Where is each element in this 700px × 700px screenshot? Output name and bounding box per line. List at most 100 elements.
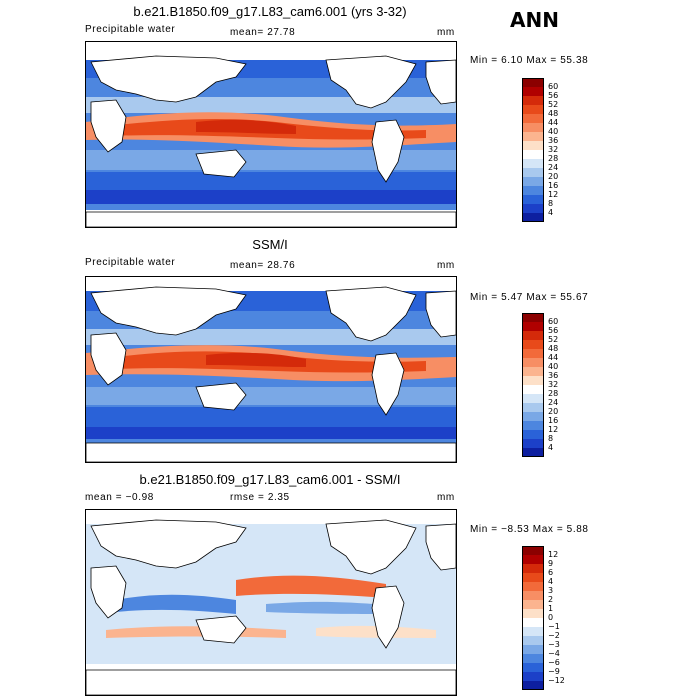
colorbar-tick-label: 4 [548, 208, 554, 217]
panel-1-left-label: Precipitable water [85, 24, 176, 35]
colorbar-swatch [522, 313, 544, 322]
colorbar-swatch [522, 195, 544, 204]
colorbar-tick-label: 16 [548, 416, 559, 425]
colorbar-swatch [522, 627, 544, 636]
colorbar-swatch [522, 421, 544, 430]
panel-2-center-label: mean= 28.76 [230, 260, 296, 271]
colorbar-swatch [522, 358, 544, 367]
colorbar-swatch [522, 204, 544, 213]
colorbar-tick-label: 44 [548, 118, 559, 127]
colorbar-swatch [522, 430, 544, 439]
panel-1-title: b.e21.B1850.f09_g17.L83_cam6.001 (yrs 3-… [133, 4, 407, 19]
colorbar-swatch [522, 376, 544, 385]
panel-1-map-svg [86, 42, 456, 227]
colorbar-tick-label: 12 [548, 550, 559, 559]
colorbar-tick-label: 6 [548, 568, 554, 577]
colorbar-tick-label: −12 [548, 676, 565, 685]
panel-1-center-label: mean= 27.78 [230, 27, 296, 38]
colorbar-swatch [522, 573, 544, 582]
colorbar-tick-label: 0 [548, 613, 554, 622]
colorbar-tick-label: 52 [548, 335, 559, 344]
colorbar-swatch [522, 654, 544, 663]
panel-3-minmax: Min = −8.53 Max = 5.88 [470, 524, 589, 535]
colorbar-swatch [522, 349, 544, 358]
colorbar-swatch [522, 105, 544, 114]
colorbar-swatch [522, 213, 544, 222]
colorbar-tick-label: 32 [548, 380, 559, 389]
colorbar-tick-label: 8 [548, 434, 554, 443]
panel-3-colorbar: 12 9 6 4 3 2 1 0 −1 −2 −3 −4 −6 −9 −12 [522, 546, 582, 690]
colorbar-swatch [522, 385, 544, 394]
colorbar-swatch [522, 132, 544, 141]
colorbar-swatch [522, 636, 544, 645]
colorbar-tick-label: 28 [548, 389, 559, 398]
colorbar-swatch [522, 546, 544, 555]
colorbar-tick-label: 3 [548, 586, 554, 595]
colorbar-tick-label: 36 [548, 371, 559, 380]
colorbar-tick-label: −3 [548, 640, 560, 649]
colorbar-swatch [522, 141, 544, 150]
colorbar-swatch [522, 367, 544, 376]
panel-2-units: mm [437, 260, 455, 271]
colorbar-tick-label: 40 [548, 127, 559, 136]
colorbar-tick-label: 52 [548, 100, 559, 109]
colorbar-swatch [522, 403, 544, 412]
colorbar-tick-label: 32 [548, 145, 559, 154]
colorbar-tick-label: 60 [548, 317, 559, 326]
colorbar-tick-label: 48 [548, 109, 559, 118]
panel-1-minmax: Min = 6.10 Max = 55.38 [470, 55, 589, 66]
colorbar-tick-label: 44 [548, 353, 559, 362]
colorbar-tick-label: 24 [548, 398, 559, 407]
colorbar-swatch [522, 609, 544, 618]
colorbar-swatch [522, 340, 544, 349]
colorbar-swatch [522, 681, 544, 690]
colorbar-swatch [522, 555, 544, 564]
colorbar-tick-label: 36 [548, 136, 559, 145]
colorbar-swatch [522, 322, 544, 331]
colorbar-tick-label: 20 [548, 172, 559, 181]
panel-3-center-label: rmse = 2.35 [230, 492, 290, 503]
colorbar-tick-label: 48 [548, 344, 559, 353]
panel-1-units: mm [437, 27, 455, 38]
colorbar-swatch [522, 564, 544, 573]
colorbar-swatch [522, 96, 544, 105]
panel-3-units: mm [437, 492, 455, 503]
colorbar-swatch [522, 591, 544, 600]
panel-3-title: b.e21.B1850.f09_g17.L83_cam6.001 - SSM/I [139, 472, 401, 487]
colorbar-tick-label: 28 [548, 154, 559, 163]
colorbar-tick-label: 4 [548, 443, 554, 452]
colorbar-tick-label: −6 [548, 658, 560, 667]
colorbar-swatch [522, 177, 544, 186]
colorbar-tick-label: −9 [548, 667, 560, 676]
colorbar-tick-label: 24 [548, 163, 559, 172]
colorbar-tick-label: −2 [548, 631, 560, 640]
colorbar-swatch [522, 600, 544, 609]
panel-2-minmax: Min = 5.47 Max = 55.67 [470, 292, 589, 303]
panel-2-title: SSM/I [252, 237, 288, 252]
colorbar-tick-label: 60 [548, 82, 559, 91]
colorbar-swatch [522, 645, 544, 654]
colorbar-swatch [522, 618, 544, 627]
colorbar-tick-label: 56 [548, 91, 559, 100]
panel-2-left-label: Precipitable water [85, 257, 176, 268]
colorbar-swatch [522, 394, 544, 403]
colorbar-swatch [522, 87, 544, 96]
colorbar-swatch [522, 672, 544, 681]
colorbar-swatch [522, 582, 544, 591]
colorbar-tick-label: 16 [548, 181, 559, 190]
colorbar-swatch [522, 114, 544, 123]
colorbar-swatch [522, 159, 544, 168]
colorbar-tick-label: −1 [548, 622, 560, 631]
panel-1-map [85, 41, 457, 228]
panel-1-colorbar: 60 56 52 48 44 40 36 32 28 24 20 16 12 8 4 [522, 78, 582, 222]
colorbar-tick-label: 2 [548, 595, 554, 604]
colorbar-tick-label: 56 [548, 326, 559, 335]
colorbar-swatch [522, 150, 544, 159]
colorbar-swatch [522, 168, 544, 177]
colorbar-tick-label: 20 [548, 407, 559, 416]
colorbar-tick-label: 12 [548, 190, 559, 199]
season-label: ANN [510, 8, 559, 32]
colorbar-swatch [522, 186, 544, 195]
colorbar-tick-label: 1 [548, 604, 554, 613]
colorbar-tick-label: 12 [548, 425, 559, 434]
